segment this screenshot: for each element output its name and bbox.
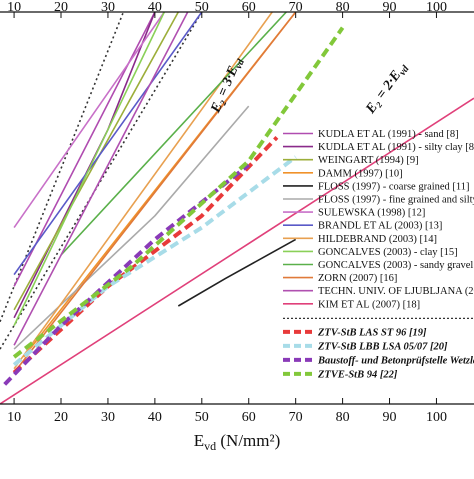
x-tick-label: 30 (101, 410, 115, 425)
legend-label: GONCALVES (2003) - clay [15] (318, 247, 458, 258)
series-line-6 (13, 105, 250, 350)
legend-label: KUDLA ET AL (1991) - sand [8] (318, 129, 459, 140)
series-layer (0, 12, 474, 404)
legend-label: ZORN (2007) [16] (318, 273, 397, 284)
top-tick-label: 50 (195, 0, 209, 15)
legend-label: FLOSS (1997) - coarse grained [11] (318, 181, 470, 192)
series-line-8 (13, 12, 203, 276)
x-tick-label: 60 (242, 410, 256, 425)
top-tick-label: 30 (101, 0, 115, 15)
x-tick-label: 70 (289, 410, 303, 425)
series-line-9 (13, 12, 273, 370)
x-tick-label: 50 (195, 410, 209, 425)
legend-label: FLOSS (1997) - fine grained and silty [1… (318, 195, 474, 206)
reference-line-2x (0, 12, 203, 350)
annotation-e2-2evd: E₂ = 2·Evd (363, 59, 412, 118)
x-tick-label: 90 (383, 410, 397, 425)
annotation-layer: E₂ = 3·Evd E₂ = 2·Evd (208, 54, 412, 118)
legend-label: ZTV-StB LBB LSA 05/07 [20] (317, 341, 448, 352)
series-line-14 (0, 97, 474, 404)
legend-label: DAMM (1997) [10] (318, 168, 403, 179)
series-line-10 (13, 12, 166, 326)
top-tick-label: 80 (336, 0, 350, 15)
series-line-5 (177, 238, 297, 307)
top-tick-label: 10 (7, 0, 21, 15)
series-line-7 (13, 12, 165, 229)
x-tick-label: 80 (336, 410, 350, 425)
legend-label: SULEWSKA (1998) [12] (318, 208, 425, 219)
series-line-16 (12, 155, 297, 367)
legend-label: ZTVE-StB 94 [22] (317, 369, 398, 380)
legend-label: BRANDL ET AL (2003) [13] (318, 221, 442, 232)
series-line-12 (13, 12, 297, 374)
x-axis-title: Evd (N/mm²) (194, 431, 281, 453)
legend-label: WEINGART (1994) [9] (318, 155, 419, 166)
top-tick-label: 70 (289, 0, 303, 15)
reference-lines-layer (0, 12, 203, 350)
legend-label: HILDEBRAND (2003) [14] (318, 234, 437, 245)
top-tick-label: 90 (383, 0, 397, 15)
series-line-18 (12, 26, 345, 359)
top-tick-label: 20 (54, 0, 68, 15)
reference-line-3x (0, 12, 125, 322)
top-tick-label: 60 (242, 0, 256, 15)
annotation-e2-3evd-group: E₂ = 3·Evd (208, 54, 247, 116)
legend-label: GONCALVES (2003) - sandy gravel [15] (318, 260, 474, 271)
x-tick-label: 20 (54, 410, 68, 425)
series-line-15 (12, 136, 279, 375)
series-line-13 (13, 12, 189, 346)
legend-layer: KUDLA ET AL (1991) - sand [8] KUDLA ET AL… (283, 129, 474, 380)
legend-label: ZTV-StB LAS ST 96 [19] (317, 327, 427, 338)
axes-layer: 10 20 30 40 50 60 70 80 90 100 10 20 30 40 50 60 70 80 90 1… (0, 0, 474, 453)
top-tick-label: 40 (148, 0, 162, 15)
legend-label: Baustoff- und Betonprüfstelle Wetzlar [2… (317, 355, 474, 366)
annotation-e2-3evd: E₂ = 3·Evd (208, 54, 247, 116)
series-line-11 (60, 12, 287, 256)
x-tick-label: 10 (7, 410, 21, 425)
x-tick-label: 100 (426, 410, 447, 425)
top-tick-label: 100 (426, 0, 447, 15)
legend-label: TECHN. UNIV. OF LJUBLJANA (2008) [17] (318, 286, 474, 297)
x-tick-label: 40 (148, 410, 162, 425)
legend-label: KUDLA ET AL (1991) - silty clay [8] (318, 142, 474, 153)
legend-label: KIM ET AL (2007) [18] (318, 299, 420, 310)
annotation-e2-2evd-group: E₂ = 2·Evd (363, 59, 412, 118)
